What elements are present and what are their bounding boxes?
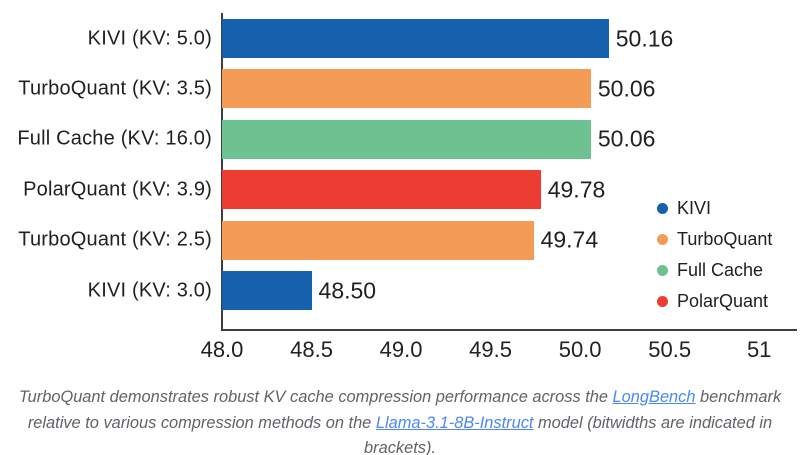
bar-category-label: KIVI (KV: 3.0) — [87, 279, 212, 301]
bar-value-label: 50.06 — [597, 75, 656, 102]
legend-dot-icon — [657, 265, 668, 276]
x-axis-tick-label: 50.5 — [648, 337, 692, 362]
bar-value-label: 48.50 — [318, 277, 377, 303]
figure-caption: TurboQuant demonstrates robust KV cache … — [14, 385, 786, 455]
caption-text: model (bitwidths are indicated in bracke… — [364, 413, 773, 455]
caption-text: TurboQuant demonstrates robust KV cache … — [18, 388, 613, 406]
caption-text: benchmark relative to various compressio… — [27, 388, 782, 432]
legend-dot-icon — [657, 203, 668, 214]
bar — [222, 271, 312, 310]
bar-category-label: KIVI (KV: 5.0) — [87, 27, 212, 49]
legend-label: KIVI — [677, 198, 712, 218]
legend-item: Full Cache — [657, 255, 772, 286]
bar-value-label: 49.78 — [547, 176, 606, 203]
x-axis-tick-label: 48.5 — [290, 337, 333, 362]
legend: KIVI TurboQuant Full Cache PolarQuant — [657, 193, 772, 317]
bar — [222, 170, 541, 210]
bar-category-label: PolarQuant (KV: 3.9) — [23, 178, 212, 201]
bar — [222, 220, 534, 260]
bar-value-label: 50.16 — [615, 25, 674, 51]
x-axis-line — [221, 329, 797, 331]
legend-label: PolarQuant — [677, 291, 769, 311]
bar — [222, 69, 591, 109]
legend-dot-icon — [657, 234, 668, 245]
legend-item: TurboQuant — [657, 224, 772, 255]
bar-category-label: Full Cache (KV: 16.0) — [17, 127, 212, 150]
bar-value-label: 49.74 — [540, 226, 599, 253]
x-axis-tick-label: 49.5 — [469, 337, 513, 362]
bar-category-label: TurboQuant (KV: 3.5) — [18, 77, 212, 100]
legend-dot-icon — [657, 296, 668, 307]
legend-label: TurboQuant — [677, 229, 773, 249]
bar-chart: KIVI (KV: 5.0) 50.16 TurboQuant (KV: 3.5) 5… — [17, 13, 797, 362]
x-axis-tick-label: 48.0 — [200, 337, 244, 362]
longbench-link[interactable]: LongBench — [612, 388, 696, 406]
bar — [222, 19, 609, 58]
llama-model-link[interactable]: Llama-3.1-8B-Instruct — [375, 413, 534, 432]
x-axis-tick-label: 51 — [746, 337, 772, 362]
bar-value-label: 50.06 — [597, 125, 656, 152]
x-axis-tick-label: 50.0 — [558, 337, 602, 362]
legend-item: KIVI — [657, 193, 772, 224]
legend-item: PolarQuant — [657, 286, 772, 317]
bar — [222, 119, 591, 159]
legend-label: Full Cache — [677, 260, 764, 280]
x-axis-tick-label: 49.0 — [379, 337, 423, 362]
bar-category-label: TurboQuant (KV: 2.5) — [18, 228, 212, 251]
